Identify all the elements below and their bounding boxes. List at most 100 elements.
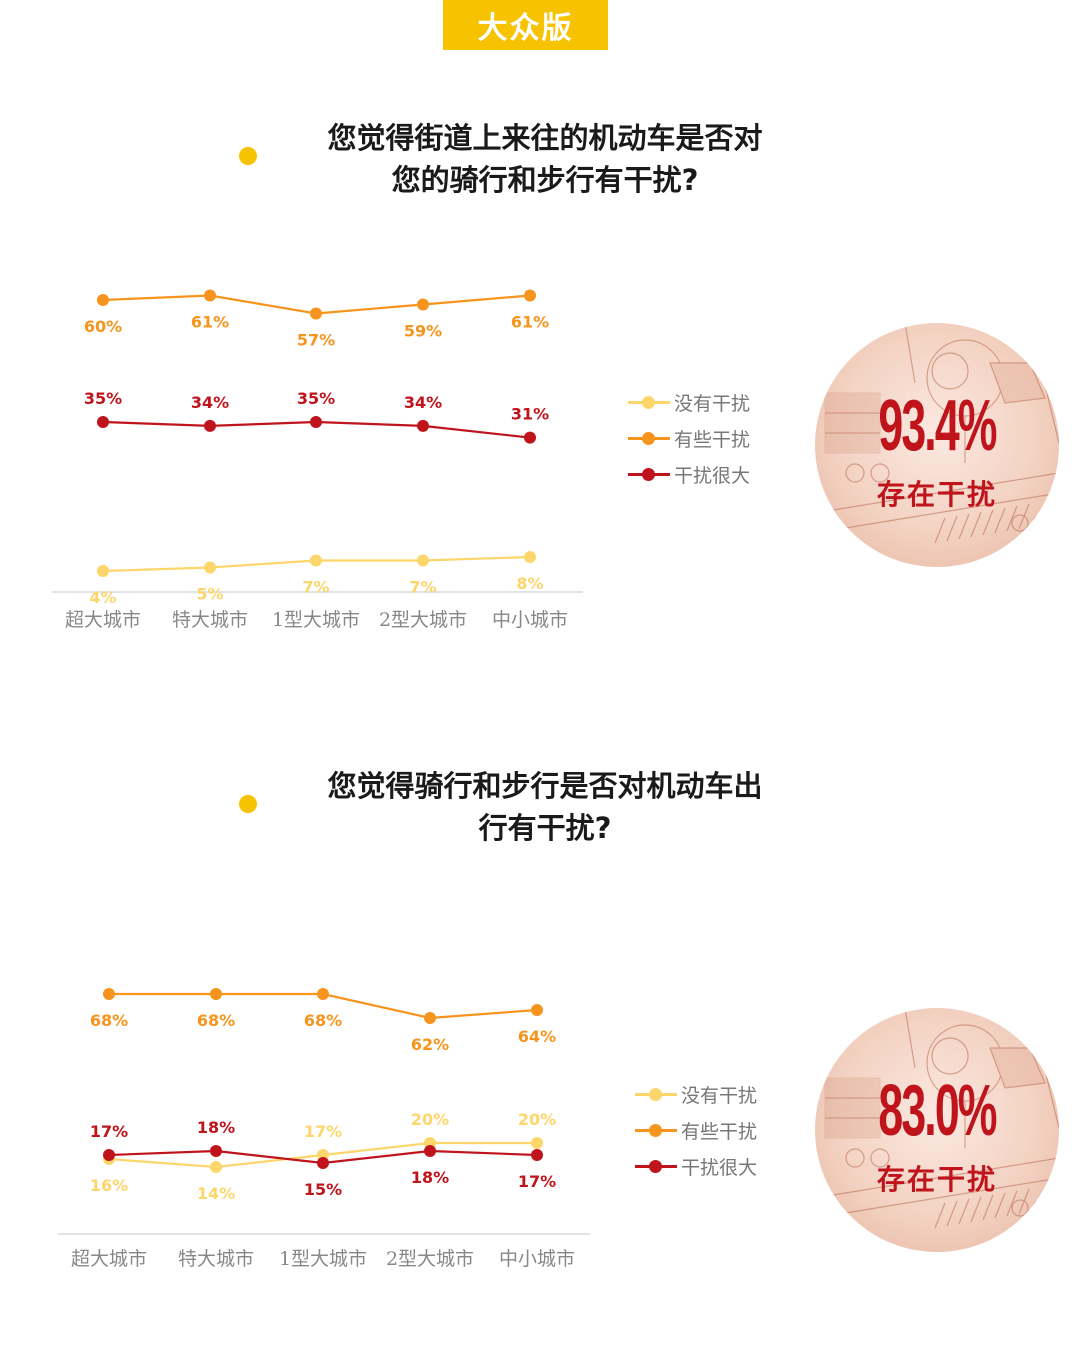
data-point-big: [103, 1149, 115, 1161]
data-label-no: 5%: [196, 585, 223, 604]
summary-badge-1: 93.4% 存在干扰: [815, 323, 1059, 567]
data-point-some: [424, 1012, 436, 1024]
data-point-big: [531, 1149, 543, 1161]
version-tag: 大众版: [443, 0, 608, 50]
data-label-some: 61%: [191, 313, 229, 332]
data-label-no: 17%: [304, 1122, 342, 1141]
data-point-some: [417, 298, 429, 311]
data-label-some: 61%: [511, 313, 549, 332]
data-label-big: 34%: [191, 393, 229, 412]
data-label-big: 35%: [297, 389, 335, 408]
badge-label: 存在干扰: [876, 478, 997, 511]
data-point-no: [97, 565, 109, 577]
legend-item-no: 没有干扰: [628, 384, 750, 420]
legend-item-some: 有些干扰: [635, 1112, 757, 1148]
data-point-big: [417, 419, 429, 432]
data-label-no: 4%: [89, 588, 116, 607]
data-label-some: 68%: [90, 1011, 128, 1030]
data-label-some: 68%: [304, 1011, 342, 1030]
data-point-no: [204, 561, 216, 574]
data-label-no: 14%: [197, 1184, 235, 1203]
x-tick-label: 2型大城市: [386, 1248, 474, 1270]
line-chart-1: 超大城市 特大城市 1型大城市 2型大城市 中小城市 4% 5% 7% 7% 8% 60% 61% 57…: [52, 289, 583, 631]
question-bullet-icon: [239, 795, 257, 813]
question-line-2: 行有干扰?: [478, 811, 612, 845]
line-chart-2: 超大城市 特大城市 1型大城市 2型大城市 中小城市 16% 14% 17% 20% 20% 68%…: [58, 988, 590, 1270]
data-label-some: 60%: [84, 317, 122, 336]
question-line-1: 您觉得街道上来往的机动车是否对: [327, 121, 763, 155]
x-tick-label: 超大城市: [71, 1248, 147, 1270]
data-point-no: [531, 1137, 543, 1149]
legend-marker-icon: [628, 467, 670, 481]
data-point-some: [531, 1004, 543, 1016]
legend-1: 没有干扰 有些干扰 干扰很大: [628, 384, 750, 492]
data-label-big: 34%: [404, 393, 442, 412]
summary-badge-2: 83.0% 存在干扰: [815, 1008, 1059, 1252]
data-label-some: 59%: [404, 322, 442, 341]
data-label-big: 18%: [411, 1168, 449, 1187]
data-label-big: 35%: [84, 389, 122, 408]
x-tick-label: 1型大城市: [272, 609, 360, 631]
x-tick-label: 2型大城市: [379, 609, 467, 631]
legend-label: 没有干扰: [681, 1084, 758, 1107]
data-label-big: 17%: [518, 1172, 556, 1191]
data-point-big: [310, 416, 322, 428]
data-label-no: 7%: [409, 578, 436, 597]
question-title: 您觉得骑行和步行是否对机动车出 行有干扰?: [300, 765, 790, 849]
legend-marker-icon: [635, 1159, 677, 1173]
question-bullet-icon: [239, 147, 257, 165]
legend-marker-icon: [635, 1087, 677, 1101]
data-label-big: 31%: [511, 405, 549, 424]
data-label-some: 68%: [197, 1011, 235, 1030]
data-label-no: 20%: [518, 1110, 556, 1129]
data-label-big: 18%: [197, 1118, 235, 1137]
legend-item-no: 没有干扰: [635, 1076, 757, 1112]
legend-item-some: 有些干扰: [628, 420, 750, 456]
data-point-no: [524, 551, 536, 563]
data-point-some: [204, 289, 216, 302]
x-tick-label: 特大城市: [172, 609, 248, 631]
data-point-big: [210, 1145, 222, 1157]
badge-label: 存在干扰: [876, 1163, 997, 1196]
legend-marker-icon: [635, 1123, 677, 1137]
legend-label: 没有干扰: [674, 392, 751, 415]
badge-percent: 93.4%: [878, 386, 997, 466]
badge-percent: 83.0%: [878, 1071, 997, 1151]
x-tick-label: 中小城市: [499, 1248, 575, 1270]
data-label-no: 7%: [302, 578, 329, 597]
data-point-big: [424, 1145, 436, 1157]
question-line-2: 您的骑行和步行有干扰?: [391, 163, 699, 197]
question-line-1: 您觉得骑行和步行是否对机动车出: [327, 769, 763, 803]
data-point-some: [310, 307, 322, 320]
legend-label: 干扰很大: [674, 464, 751, 487]
data-label-no: 16%: [90, 1176, 128, 1195]
data-point-no: [310, 554, 322, 567]
data-label-no: 8%: [516, 574, 543, 593]
legend-label: 有些干扰: [674, 428, 751, 451]
data-label-some: 57%: [297, 331, 335, 350]
data-point-no: [210, 1161, 222, 1173]
street-sketch-icon: [815, 323, 1059, 544]
data-point-some: [97, 294, 109, 306]
data-label-big: 15%: [304, 1180, 342, 1199]
x-tick-label: 1型大城市: [279, 1248, 367, 1270]
legend-marker-icon: [628, 395, 670, 409]
street-sketch-icon: [815, 1008, 1059, 1229]
data-point-some: [524, 289, 536, 302]
data-point-big: [524, 431, 536, 444]
data-label-some: 62%: [411, 1035, 449, 1054]
legend-label: 有些干扰: [681, 1120, 758, 1143]
data-label-big: 17%: [90, 1122, 128, 1141]
data-label-some: 64%: [518, 1027, 556, 1046]
x-tick-label: 超大城市: [65, 609, 141, 631]
data-point-no: [417, 554, 429, 567]
x-tick-label: 特大城市: [178, 1248, 254, 1270]
legend-label: 干扰很大: [681, 1156, 758, 1179]
legend-marker-icon: [628, 431, 670, 445]
question-title: 您觉得街道上来往的机动车是否对 您的骑行和步行有干扰?: [300, 117, 790, 201]
data-point-big: [97, 416, 109, 428]
legend-2: 没有干扰 有些干扰 干扰很大: [635, 1076, 757, 1184]
data-point-some: [210, 988, 222, 1000]
legend-item-big: 干扰很大: [628, 456, 750, 492]
data-point-some: [317, 988, 329, 1000]
